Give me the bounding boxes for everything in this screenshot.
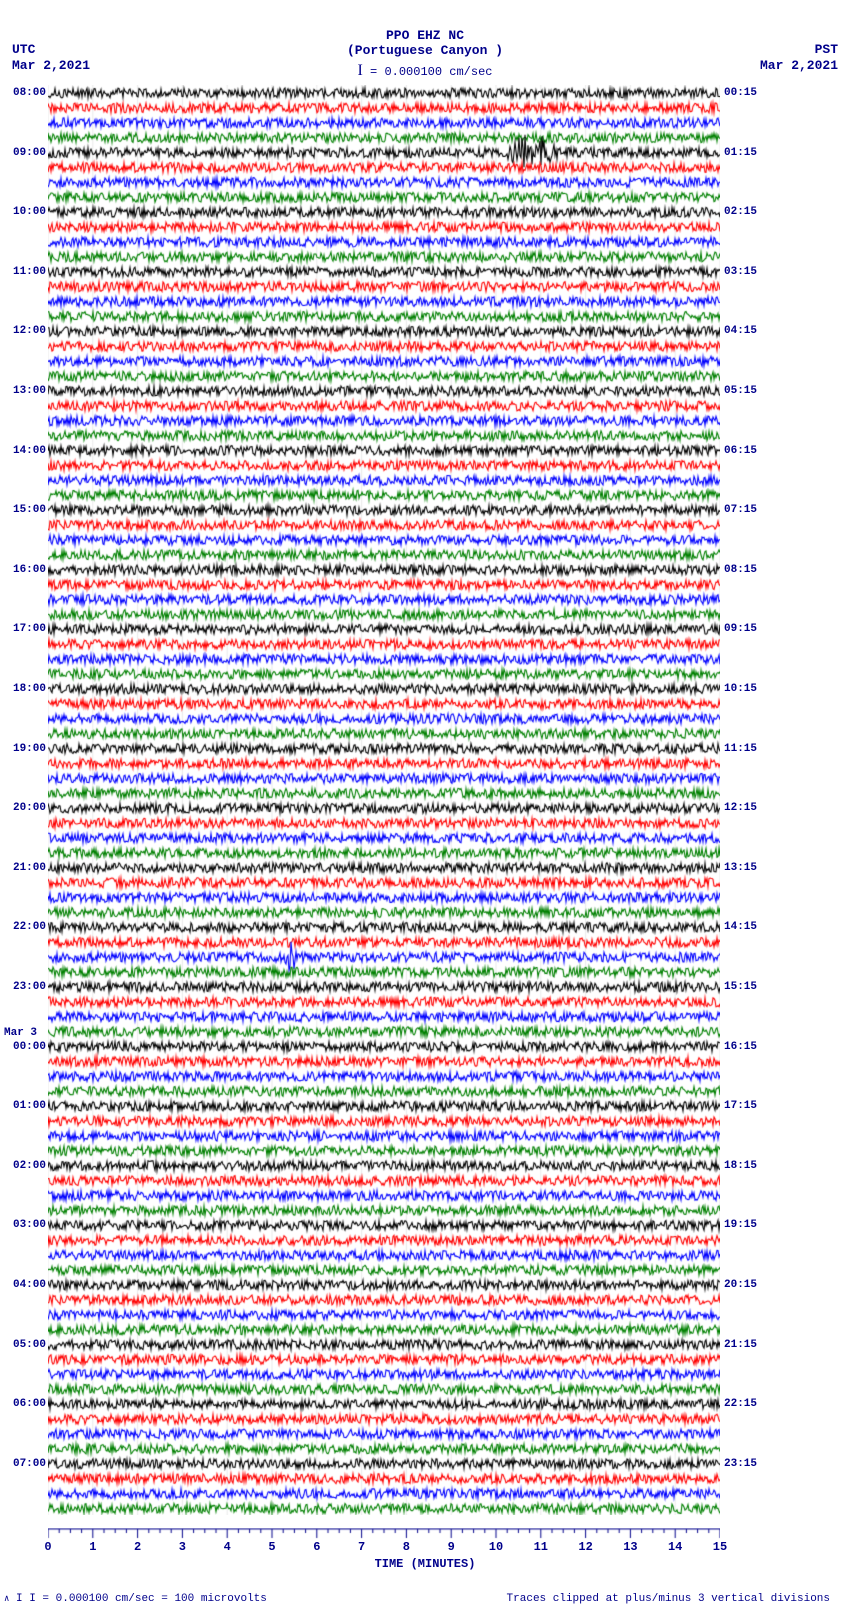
- pst-time-label: 10:15: [724, 683, 757, 695]
- utc-time-label: 23:00: [2, 981, 46, 993]
- x-tick-label: 9: [448, 1540, 455, 1554]
- pst-time-label: 11:15: [724, 743, 757, 755]
- x-tick-label: 15: [713, 1540, 727, 1554]
- utc-time-label: 14:00: [2, 445, 46, 457]
- utc-time-label: 15:00: [2, 504, 46, 516]
- x-tick-label: 8: [403, 1540, 410, 1554]
- pst-time-label: 09:15: [724, 623, 757, 635]
- utc-time-label: 18:00: [2, 683, 46, 695]
- pst-date: Mar 2,2021: [760, 58, 838, 73]
- pst-time-label: 05:15: [724, 385, 757, 397]
- utc-time-label: 05:00: [2, 1339, 46, 1351]
- utc-time-label: 10:00: [2, 206, 46, 218]
- pst-time-label: 21:15: [724, 1339, 757, 1351]
- pst-time-label: 13:15: [724, 862, 757, 874]
- x-tick-label: 12: [578, 1540, 592, 1554]
- pst-time-label: 02:15: [724, 206, 757, 218]
- utc-time-label: 19:00: [2, 743, 46, 755]
- x-axis-title: TIME (MINUTES): [0, 1557, 850, 1571]
- pst-time-label: 23:15: [724, 1458, 757, 1470]
- x-tick-label: 5: [268, 1540, 275, 1554]
- pst-time-label: 15:15: [724, 981, 757, 993]
- x-tick-label: 6: [313, 1540, 320, 1554]
- utc-time-label: 02:00: [2, 1160, 46, 1172]
- scale-indicator: I = 0.000100 cm/sec: [0, 62, 850, 80]
- station-name: (Portuguese Canyon ): [0, 43, 850, 58]
- footer-scale: ∧ I I = 0.000100 cm/sec = 100 microvolts: [4, 1593, 267, 1605]
- utc-time-label: 00:00: [2, 1041, 46, 1053]
- pst-time-label: 06:15: [724, 445, 757, 457]
- utc-time-label: 09:00: [2, 147, 46, 159]
- station-id: PPO EHZ NC: [0, 28, 850, 43]
- utc-time-label: 21:00: [2, 862, 46, 874]
- utc-time-label: 12:00: [2, 325, 46, 337]
- pst-time-label: 03:15: [724, 266, 757, 278]
- utc-time-label: 07:00: [2, 1458, 46, 1470]
- utc-time-label: 03:00: [2, 1219, 46, 1231]
- pst-time-label: 17:15: [724, 1100, 757, 1112]
- utc-time-label: 08:00: [2, 87, 46, 99]
- utc-date: Mar 2,2021: [12, 58, 90, 73]
- utc-time-label: 01:00: [2, 1100, 46, 1112]
- pst-label: PST: [815, 42, 838, 57]
- x-axis: 0123456789101112131415: [48, 1528, 720, 1558]
- utc-time-label: 17:00: [2, 623, 46, 635]
- x-axis-ticks: [48, 1528, 720, 1546]
- pst-time-label: 22:15: [724, 1398, 757, 1410]
- pst-time-label: 14:15: [724, 921, 757, 933]
- helicorder-canvas: [48, 85, 720, 1515]
- utc-time-label: 22:00: [2, 921, 46, 933]
- x-tick-label: 2: [134, 1540, 141, 1554]
- utc-time-label: 11:00: [2, 266, 46, 278]
- pst-time-label: 16:15: [724, 1041, 757, 1053]
- pst-time-label: 20:15: [724, 1279, 757, 1291]
- pst-time-label: 08:15: [724, 564, 757, 576]
- pst-time-label: 18:15: [724, 1160, 757, 1172]
- utc-label: UTC: [12, 42, 35, 57]
- pst-time-label: 04:15: [724, 325, 757, 337]
- utc-time-label: 13:00: [2, 385, 46, 397]
- x-tick-label: 0: [44, 1540, 51, 1554]
- x-tick-label: 7: [358, 1540, 365, 1554]
- x-tick-label: 14: [668, 1540, 682, 1554]
- pst-time-label: 19:15: [724, 1219, 757, 1231]
- x-tick-label: 10: [489, 1540, 503, 1554]
- pst-time-label: 07:15: [724, 504, 757, 516]
- x-tick-label: 3: [179, 1540, 186, 1554]
- x-tick-label: 11: [534, 1540, 548, 1554]
- utc-time-label: 04:00: [2, 1279, 46, 1291]
- x-tick-label: 1: [89, 1540, 96, 1554]
- footer-clip-note: Traces clipped at plus/minus 3 vertical …: [507, 1593, 830, 1605]
- utc-time-label: 06:00: [2, 1398, 46, 1410]
- day-marker: Mar 3: [4, 1027, 37, 1039]
- utc-time-label: 16:00: [2, 564, 46, 576]
- x-tick-label: 13: [623, 1540, 637, 1554]
- pst-time-label: 01:15: [724, 147, 757, 159]
- utc-time-label: 20:00: [2, 802, 46, 814]
- pst-time-label: 12:15: [724, 802, 757, 814]
- chart-header: PPO EHZ NC (Portuguese Canyon ) I = 0.00…: [0, 28, 850, 80]
- helicorder-plot: [48, 85, 720, 1515]
- pst-time-label: 00:15: [724, 87, 757, 99]
- x-tick-label: 4: [224, 1540, 231, 1554]
